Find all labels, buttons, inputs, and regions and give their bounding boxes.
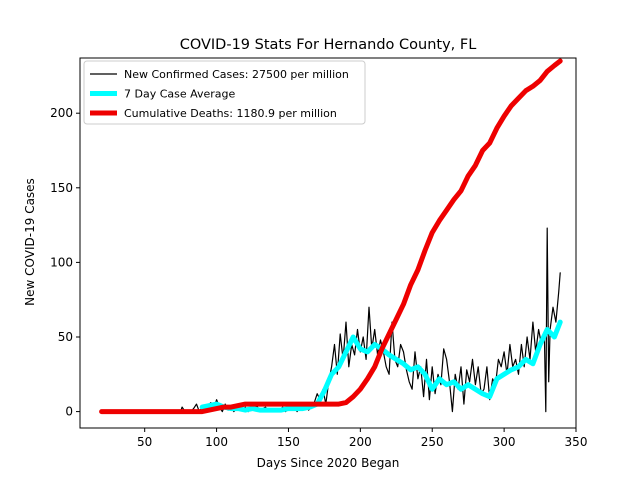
x-tick-label: 100 xyxy=(205,435,228,449)
y-tick-label: 150 xyxy=(50,181,73,195)
plot-frame xyxy=(79,57,577,429)
x-tick-label: 350 xyxy=(565,435,588,449)
x-axis-label: Days Since 2020 Began xyxy=(257,456,400,470)
x-tick-label: 150 xyxy=(277,435,300,449)
x-tick-label: 250 xyxy=(421,435,444,449)
legend-entry-seven-day-average-label: 7 Day Case Average xyxy=(124,88,236,101)
legend: New Confirmed Cases: 27500 per million 7 … xyxy=(83,60,366,125)
x-tick-label: 50 xyxy=(137,435,152,449)
plot-area xyxy=(99,58,563,415)
legend-entry-cumulative-deaths-label: Cumulative Deaths: 1180.9 per million xyxy=(124,107,337,120)
y-tick-label: 50 xyxy=(58,330,73,344)
y-axis-label: New COVID-19 Cases xyxy=(23,178,37,306)
x-tick-label: 200 xyxy=(349,435,372,449)
legend-box xyxy=(83,60,366,125)
y-tick-label: 0 xyxy=(65,405,73,419)
series-layer xyxy=(99,58,563,415)
y-tick-label: 200 xyxy=(50,106,73,120)
legend-entries: New Confirmed Cases: 27500 per million 7 … xyxy=(90,68,349,120)
x-tick-label: 300 xyxy=(493,435,516,449)
chart-title: COVID-19 Stats For Hernando County, FL xyxy=(180,37,477,53)
y-tick-label: 100 xyxy=(50,255,73,269)
x-axis-ticks: 50 100 150 200 250 300 350 xyxy=(137,428,587,449)
y-axis-ticks: 0 50 100 150 200 xyxy=(50,106,80,419)
legend-entry-new-cases-label: New Confirmed Cases: 27500 per million xyxy=(124,68,349,81)
cumulative-deaths-line xyxy=(99,58,563,415)
